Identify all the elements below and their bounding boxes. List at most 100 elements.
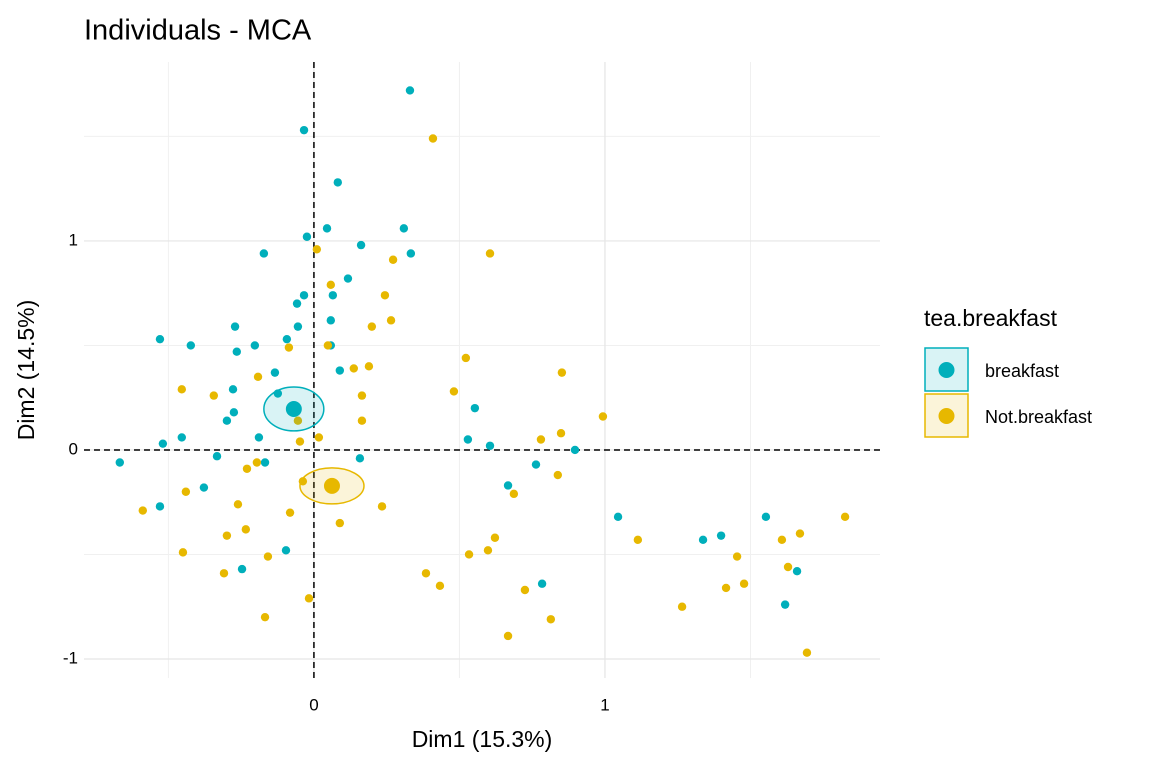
point <box>282 334 292 344</box>
point <box>716 531 726 540</box>
point <box>260 458 270 467</box>
point <box>388 255 398 264</box>
point <box>232 347 241 356</box>
point <box>335 518 345 528</box>
point <box>777 535 787 545</box>
point <box>322 224 332 233</box>
point <box>263 552 273 561</box>
y-tick-label: -1 <box>63 648 78 667</box>
point <box>285 508 295 517</box>
x-tick-label: 1 <box>600 695 609 714</box>
point <box>633 535 643 545</box>
point <box>570 445 580 455</box>
legend-marker <box>938 362 955 378</box>
point <box>237 564 247 574</box>
point <box>326 316 336 325</box>
point <box>531 460 541 469</box>
point <box>449 387 459 396</box>
point <box>299 291 309 300</box>
point <box>292 299 302 308</box>
point <box>613 512 623 522</box>
point <box>406 249 416 258</box>
point <box>115 458 124 467</box>
point <box>230 322 240 331</box>
point <box>349 364 358 373</box>
point <box>520 585 530 595</box>
point <box>677 602 687 611</box>
x-axis-title: Dim1 (15.3%) <box>412 726 553 752</box>
point <box>155 502 165 511</box>
point <box>228 385 238 394</box>
point <box>299 125 309 135</box>
point <box>222 531 232 540</box>
point <box>553 470 563 480</box>
point <box>252 458 262 467</box>
point <box>485 441 495 450</box>
point <box>503 481 513 490</box>
point <box>463 435 473 444</box>
point <box>503 631 513 641</box>
point <box>312 245 322 254</box>
point <box>177 433 186 442</box>
point <box>598 412 608 421</box>
point <box>259 249 269 258</box>
point <box>698 535 708 545</box>
point <box>284 343 294 352</box>
point <box>233 500 243 509</box>
point <box>386 316 396 325</box>
y-axis-title: Dim2 (14.5%) <box>13 300 39 441</box>
point <box>357 391 367 400</box>
point <box>761 512 771 522</box>
x-tick-label: 0 <box>309 695 318 714</box>
point <box>546 615 556 624</box>
point <box>802 648 812 657</box>
point <box>357 416 367 425</box>
point <box>792 566 802 576</box>
point <box>219 569 229 578</box>
point <box>364 362 374 371</box>
point <box>260 612 270 622</box>
point <box>253 372 263 381</box>
point <box>293 322 303 331</box>
point <box>209 391 219 400</box>
point <box>199 483 209 492</box>
point <box>212 452 222 461</box>
point <box>405 86 415 95</box>
point <box>485 249 495 258</box>
point <box>326 280 336 290</box>
point <box>295 437 305 446</box>
point <box>356 240 366 250</box>
group-center <box>323 477 340 494</box>
point <box>138 506 147 515</box>
point <box>537 579 547 588</box>
point <box>186 341 196 350</box>
point <box>229 408 239 417</box>
point <box>270 368 280 377</box>
point <box>181 487 191 496</box>
point <box>333 178 342 187</box>
point <box>177 385 186 394</box>
legend-marker <box>938 408 955 424</box>
point <box>323 341 333 350</box>
legend-label: Not.breakfast <box>985 407 1092 427</box>
point <box>556 429 566 438</box>
point <box>314 433 324 442</box>
point <box>483 546 493 555</box>
point <box>380 291 390 300</box>
point <box>840 512 850 522</box>
point <box>557 368 567 377</box>
legend-title: tea.breakfast <box>924 305 1058 331</box>
y-tick-label: 0 <box>69 439 78 458</box>
point <box>490 533 500 542</box>
point <box>254 433 264 442</box>
point <box>250 341 260 350</box>
point <box>335 366 345 375</box>
point <box>435 581 445 591</box>
group-center <box>285 400 302 417</box>
point <box>721 583 731 593</box>
point <box>304 594 314 603</box>
point <box>328 291 338 300</box>
chart-title: Individuals - MCA <box>84 15 312 47</box>
point <box>281 546 291 555</box>
point <box>461 353 471 363</box>
